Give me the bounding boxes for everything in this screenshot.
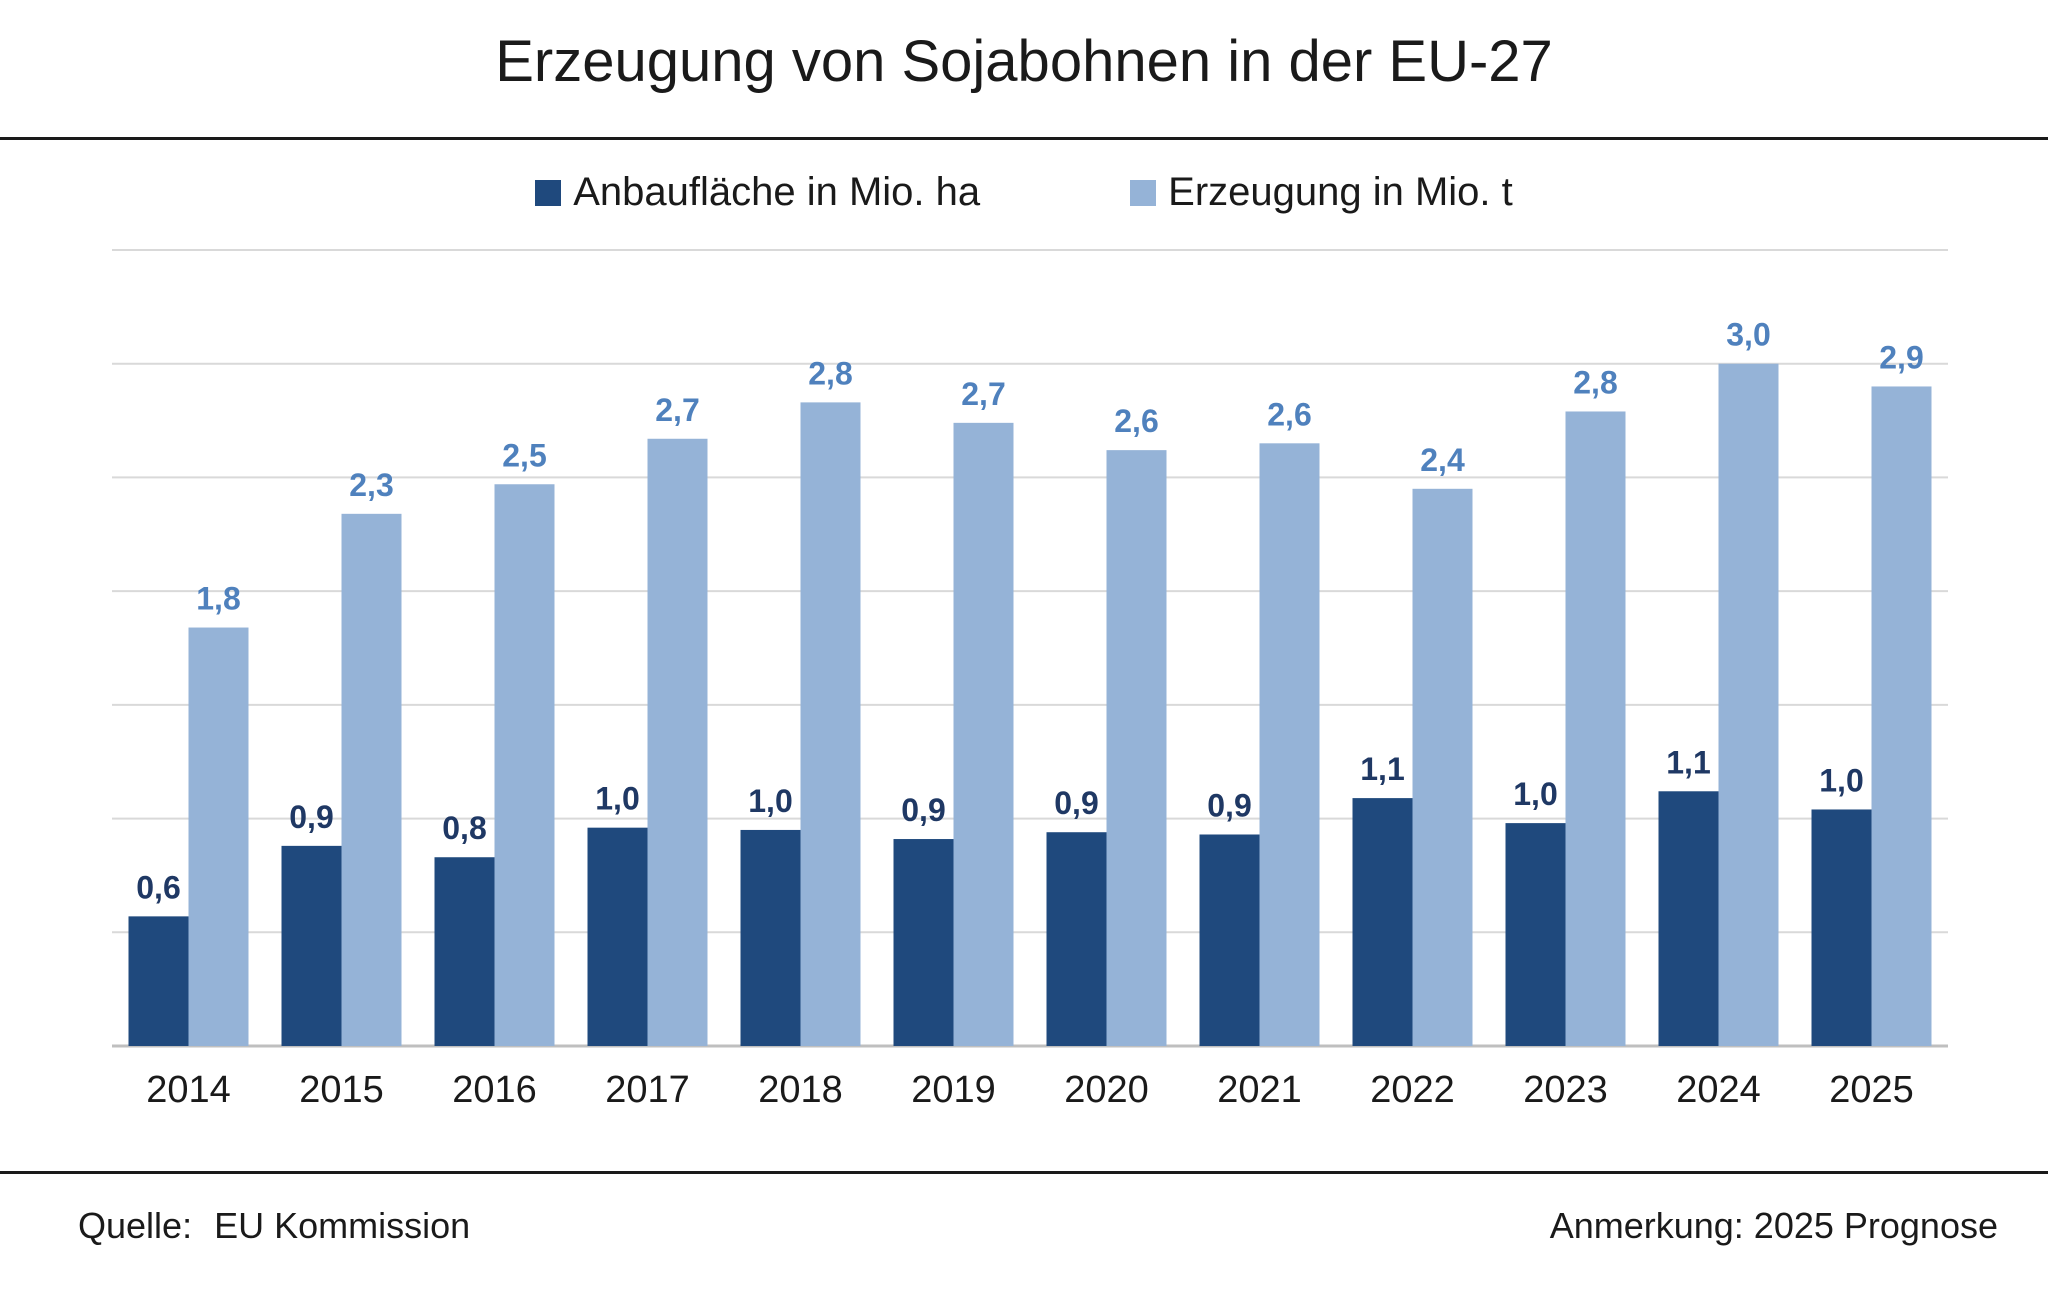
bar-erzeugung xyxy=(647,438,708,1046)
x-tick-label: 2022 xyxy=(1370,1069,1455,1111)
x-tick-label: 2016 xyxy=(452,1069,537,1111)
bar-erzeugung xyxy=(1718,363,1779,1046)
source-label: Quelle: xyxy=(78,1205,193,1246)
data-label-anbauflaeche: 1,0 xyxy=(748,783,792,819)
bar-anbauflaeche xyxy=(740,829,801,1046)
bar-erzeugung xyxy=(188,627,249,1046)
data-label-anbauflaeche: 0,9 xyxy=(901,792,945,828)
data-label-anbauflaeche: 1,0 xyxy=(1513,776,1557,812)
x-tick-label: 2024 xyxy=(1676,1069,1761,1111)
data-label-anbauflaeche: 0,9 xyxy=(1054,785,1098,821)
data-label-erzeugung: 2,8 xyxy=(808,355,852,391)
x-tick-label: 2014 xyxy=(146,1069,231,1111)
bar-erzeugung xyxy=(800,402,861,1046)
bar-erzeugung xyxy=(341,513,402,1046)
data-label-erzeugung: 2,4 xyxy=(1420,442,1465,478)
data-label-erzeugung: 2,5 xyxy=(502,437,546,473)
x-tick-label: 2017 xyxy=(605,1069,690,1111)
bottom-rule xyxy=(0,1171,2048,1174)
bar-anbauflaeche xyxy=(281,845,342,1046)
bar-erzeugung xyxy=(1106,450,1167,1046)
data-label-anbauflaeche: 1,0 xyxy=(1819,762,1863,798)
legend: Anbaufläche in Mio. ha Erzeugung in Mio.… xyxy=(0,170,2048,215)
data-label-anbauflaeche: 0,9 xyxy=(289,799,333,835)
legend-swatch-production xyxy=(1130,179,1157,206)
x-tick-label: 2021 xyxy=(1217,1069,1302,1111)
bar-anbauflaeche xyxy=(587,827,648,1046)
data-label-erzeugung: 3,0 xyxy=(1726,317,1770,353)
data-label-erzeugung: 2,9 xyxy=(1879,339,1923,375)
bar-erzeugung xyxy=(494,484,555,1046)
x-tick-label: 2019 xyxy=(911,1069,996,1111)
data-label-erzeugung: 2,6 xyxy=(1114,403,1158,439)
x-tick-label: 2015 xyxy=(299,1069,384,1111)
legend-label-production: Erzeugung in Mio. t xyxy=(1168,170,1513,214)
bar-anbauflaeche xyxy=(1811,809,1872,1046)
legend-item-area: Anbaufläche in Mio. ha xyxy=(535,170,980,215)
source-note: Quelle: EU Kommission xyxy=(78,1205,470,1247)
data-label-erzeugung: 2,6 xyxy=(1267,396,1311,432)
data-label-erzeugung: 2,3 xyxy=(349,467,393,503)
bar-anbauflaeche xyxy=(1046,832,1107,1046)
data-label-erzeugung: 2,8 xyxy=(1573,364,1617,400)
bar-erzeugung xyxy=(1565,411,1626,1047)
bar-erzeugung xyxy=(1259,443,1320,1046)
data-label-anbauflaeche: 1,1 xyxy=(1360,751,1404,787)
x-tick-label: 2025 xyxy=(1829,1069,1914,1111)
bar-erzeugung xyxy=(1412,488,1473,1046)
bar-chart: 0,6 1,8 2014 0,9 2,3 2015 0,8 2,5 2016 1,0 2,7 2017… xyxy=(112,249,1948,1111)
bar-erzeugung xyxy=(1871,386,1932,1046)
bar-anbauflaeche xyxy=(128,916,189,1046)
x-tick-label: 2020 xyxy=(1064,1069,1149,1111)
source-value: EU Kommission xyxy=(214,1205,471,1246)
x-tick-label: 2018 xyxy=(758,1069,843,1111)
bar-anbauflaeche xyxy=(1352,798,1413,1046)
legend-item-production: Erzeugung in Mio. t xyxy=(1130,170,1513,215)
data-label-erzeugung: 2,7 xyxy=(961,376,1005,412)
legend-swatch-area xyxy=(535,179,562,206)
data-label-anbauflaeche: 1,0 xyxy=(595,781,639,817)
data-label-anbauflaeche: 0,6 xyxy=(136,869,180,905)
bar-anbauflaeche xyxy=(893,839,954,1046)
bar-anbauflaeche xyxy=(1505,823,1566,1046)
bar-erzeugung xyxy=(953,422,1014,1046)
bar-anbauflaeche xyxy=(1658,791,1719,1046)
data-label-erzeugung: 2,7 xyxy=(655,392,699,428)
top-rule xyxy=(0,137,2048,140)
chart-title: Erzeugung von Sojabohnen in der EU-27 xyxy=(495,29,1553,94)
bar-anbauflaeche xyxy=(434,857,495,1046)
data-label-erzeugung: 1,8 xyxy=(196,581,240,617)
legend-label-area: Anbaufläche in Mio. ha xyxy=(573,170,981,214)
forecast-note: Anmerkung: 2025 Prognose xyxy=(1549,1205,1998,1246)
data-label-anbauflaeche: 0,9 xyxy=(1207,787,1251,823)
data-label-anbauflaeche: 1,1 xyxy=(1666,744,1710,780)
data-label-anbauflaeche: 0,8 xyxy=(442,810,486,846)
bar-anbauflaeche xyxy=(1199,834,1260,1046)
x-tick-label: 2023 xyxy=(1523,1069,1608,1111)
